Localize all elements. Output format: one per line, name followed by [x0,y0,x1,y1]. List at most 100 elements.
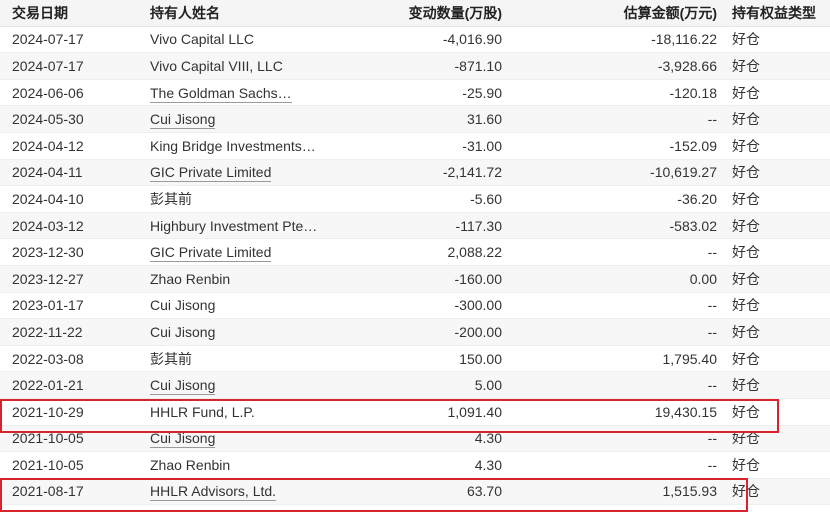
table-row: 2024-04-11 GIC Private Limited -2,141.72 -1… [0,159,830,187]
estimated-amount-cell: 1,515.93 [504,478,717,506]
holder-name-cell: 彭其前 [143,185,320,213]
change-quantity-cell: 63.70 [320,478,504,506]
holder-name-link[interactable]: Cui Jisong [150,430,216,449]
table-row: 2022-03-08 彭其前 150.00 1,795.40 好仓 [0,345,830,373]
holder-name-cell: HHLR Advisors, Ltd. [143,478,320,506]
trade-date-cell: 2024-07-17 [0,26,143,54]
change-quantity-cell: -300.00 [320,292,504,320]
trade-date-cell: 2021-10-05 [0,425,143,453]
holder-name-text: HHLR Fund, L.P. [150,403,255,420]
estimated-amount-cell: -- [504,318,717,346]
holder-name-cell: Cui Jisong [143,292,320,320]
table-row: 2024-04-12 King Bridge Investments… -31.00… [0,132,830,160]
change-quantity-cell: -25.90 [320,79,504,107]
holder-name-cell: Cui Jisong [143,425,320,453]
interest-type-cell: 好仓 [717,265,830,293]
column-header-type[interactable]: 持有权益类型 [717,0,830,27]
estimated-amount-cell: -- [504,451,717,479]
estimated-amount-cell: 1,795.40 [504,345,717,373]
column-header-change[interactable]: 变动数量(万股) [320,0,504,27]
estimated-amount-cell: -36.20 [504,185,717,213]
interest-type-cell: 好仓 [717,451,830,479]
interest-type-cell: 好仓 [717,238,830,266]
table-row: 2022-11-22 Cui Jisong -200.00 -- 好仓 [0,318,830,346]
change-quantity-cell: 31.60 [320,105,504,133]
estimated-amount-cell: -- [504,425,717,453]
holder-name-cell: The Goldman Sachs… [143,79,320,107]
trade-date-cell: 2023-01-17 [0,292,143,320]
change-quantity-cell: -5.60 [320,185,504,213]
holder-name-cell: Zhao Renbin [143,265,320,293]
trade-date-cell: 2024-05-30 [0,105,143,133]
holder-name-link[interactable]: The Goldman Sachs… [150,84,292,103]
estimated-amount-cell: -- [504,292,717,320]
holder-name-cell: Highbury Investment Pte… [143,212,320,240]
change-quantity-cell: 4.30 [320,425,504,453]
holder-name-cell: Vivo Capital VIII, LLC [143,52,320,80]
change-quantity-cell: -160.00 [320,265,504,293]
change-quantity-cell: 4.30 [320,451,504,479]
holder-name-text: Zhao Renbin [150,270,231,287]
change-quantity-cell: -4,016.90 [320,26,504,54]
holder-name-link[interactable]: Cui Jisong [150,111,216,130]
holder-name-cell: Cui Jisong [143,318,320,346]
holder-name-text: Cui Jisong [150,297,216,314]
trade-date-cell: 2021-10-29 [0,398,143,426]
column-header-amount[interactable]: 估算金额(万元) [504,0,717,27]
trade-date-cell: 2024-04-11 [0,159,143,187]
holder-name-cell: Cui Jisong [143,371,320,399]
holder-name-link[interactable]: GIC Private Limited [150,244,272,263]
holder-name-text: Cui Jisong [150,323,216,340]
interest-type-cell: 好仓 [717,159,830,187]
column-header-holder[interactable]: 持有人姓名 [143,0,320,27]
holder-name-link[interactable]: HHLR Advisors, Ltd. [150,483,277,502]
holder-name-cell: King Bridge Investments… [143,132,320,160]
interest-type-cell: 好仓 [717,79,830,107]
estimated-amount-cell: -152.09 [504,132,717,160]
change-quantity-cell: 5.00 [320,371,504,399]
table-row: 2024-07-17 Vivo Capital VIII, LLC -871.10-… [0,52,830,80]
trade-date-cell: 2021-10-05 [0,451,143,479]
holder-name-cell: Cui Jisong [143,105,320,133]
holder-name-text: King Bridge Investments… [150,137,316,154]
interest-type-cell: 好仓 [717,132,830,160]
trade-date-cell: 2024-03-12 [0,212,143,240]
estimated-amount-cell: -- [504,105,717,133]
holder-name-link[interactable]: Cui Jisong [150,377,216,396]
change-quantity-cell: -871.10 [320,52,504,80]
interest-type-cell: 好仓 [717,345,830,373]
estimated-amount-cell: -3,928.66 [504,52,717,80]
interest-type-cell: 好仓 [717,185,830,213]
change-quantity-cell: 2,088.22 [320,238,504,266]
holder-name-link[interactable]: GIC Private Limited [150,164,272,183]
change-quantity-cell: -117.30 [320,212,504,240]
holder-name-cell: GIC Private Limited [143,238,320,266]
table-row: 2021-10-05 Cui Jisong 4.30 -- 好仓 [0,425,830,453]
interest-type-cell: 好仓 [717,105,830,133]
change-quantity-cell: 150.00 [320,345,504,373]
estimated-amount-cell: -120.18 [504,79,717,107]
estimated-amount-cell: -583.02 [504,212,717,240]
holder-name-cell: HHLR Fund, L.P. [143,398,320,426]
holder-name-text: Highbury Investment Pte… [150,217,318,234]
estimated-amount-cell: -10,619.27 [504,159,717,187]
column-header-date[interactable]: 交易日期 [0,0,143,27]
trade-date-cell: 2023-12-27 [0,265,143,293]
interest-type-cell: 好仓 [717,478,830,506]
table-row: 2023-01-17 Cui Jisong -300.00 -- 好仓 [0,292,830,320]
table-row: 2024-04-10 彭其前 -5.60 -36.20 好仓 [0,185,830,213]
estimated-amount-cell: -18,116.22 [504,26,717,54]
holder-name-cell: 彭其前 [143,345,320,373]
interest-type-cell: 好仓 [717,425,830,453]
trade-date-cell: 2022-01-21 [0,371,143,399]
interest-type-cell: 好仓 [717,318,830,346]
trade-date-cell: 2024-07-17 [0,52,143,80]
trade-date-cell: 2024-04-10 [0,185,143,213]
estimated-amount-cell: 0.00 [504,265,717,293]
table-row: 2022-01-21 Cui Jisong 5.00 -- 好仓 [0,371,830,399]
table-row: 2024-07-17 Vivo Capital LLC -4,016.90 -18,1… [0,26,830,54]
change-quantity-cell: 1,091.40 [320,398,504,426]
estimated-amount-cell: -- [504,371,717,399]
interest-type-cell: 好仓 [717,292,830,320]
